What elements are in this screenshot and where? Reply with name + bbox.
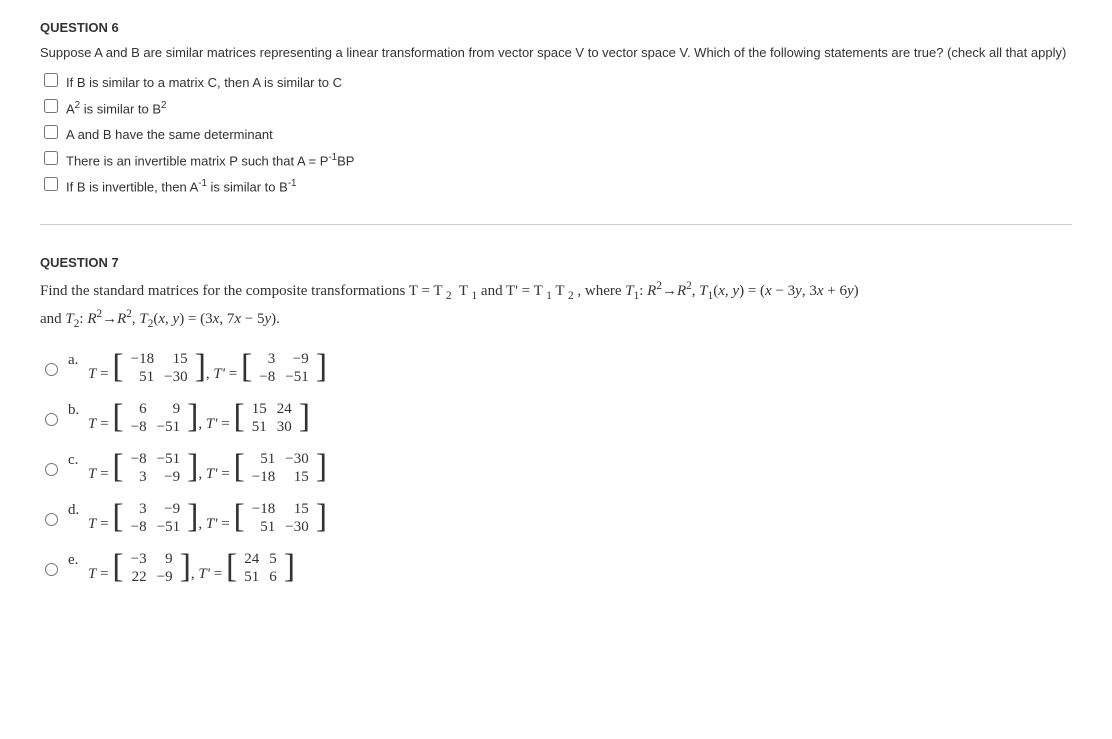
q7-option-body: T = [−8−513−9], T' = [51−30−1815] (88, 450, 327, 486)
q6-option-label: If B is similar to a matrix C, then A is… (66, 75, 342, 90)
q6-option: A and B have the same determinant (40, 122, 1072, 142)
q6-checkbox[interactable] (44, 73, 58, 87)
q6-option-label: A and B have the same determinant (66, 127, 273, 142)
q6-option-label: There is an invertible matrix P such tha… (66, 152, 354, 168)
q6-option: A2 is similar to B2 (40, 96, 1072, 116)
q6-checkbox[interactable] (44, 151, 58, 165)
q7-option-body: T = [−181551−30], T' = [3−9−8−51] (88, 350, 327, 386)
question-7: QUESTION 7 Find the standard matrices fo… (40, 255, 1072, 586)
q7-option-letter: e. (68, 550, 88, 569)
q7-radio[interactable] (45, 463, 58, 476)
q7-option-letter: d. (68, 500, 88, 519)
q7-radio[interactable] (45, 363, 58, 376)
question-6: QUESTION 6 Suppose A and B are similar m… (40, 20, 1072, 194)
question-7-title: QUESTION 7 (40, 255, 1072, 270)
question-7-prompt-line2: and T2: R2→R2, T2(x, y) = (3x, 7x − 5y). (40, 308, 1072, 330)
q6-option-label: A2 is similar to B2 (66, 100, 166, 116)
question-6-prompt: Suppose A and B are similar matrices rep… (40, 45, 1072, 60)
q7-option-letter: c. (68, 450, 88, 469)
q7-option: e.T = [−3922−9], T' = [245516] (40, 550, 1072, 586)
question-7-prompt-line1: Find the standard matrices for the compo… (40, 280, 1072, 302)
q6-option: If B is invertible, then A-1 is similar … (40, 174, 1072, 194)
q7-option: a.T = [−181551−30], T' = [3−9−8−51] (40, 350, 1072, 386)
q7-option-letter: a. (68, 350, 88, 369)
q6-checkbox[interactable] (44, 177, 58, 191)
q7-option-body: T = [3−9−8−51], T' = [−181551−30] (88, 500, 327, 536)
q7-option-body: T = [69−8−51], T' = [15245130] (88, 400, 310, 436)
q7-option: d.T = [3−9−8−51], T' = [−181551−30] (40, 500, 1072, 536)
q6-option: If B is similar to a matrix C, then A is… (40, 70, 1072, 90)
q7-option-body: T = [−3922−9], T' = [245516] (88, 550, 295, 586)
q6-option: There is an invertible matrix P such tha… (40, 148, 1072, 168)
question-6-title: QUESTION 6 (40, 20, 1072, 35)
q6-checkbox[interactable] (44, 125, 58, 139)
q7-option: b.T = [69−8−51], T' = [15245130] (40, 400, 1072, 436)
q7-radio[interactable] (45, 513, 58, 526)
q7-option-letter: b. (68, 400, 88, 419)
q6-option-label: If B is invertible, then A-1 is similar … (66, 178, 296, 194)
q7-option: c.T = [−8−513−9], T' = [51−30−1815] (40, 450, 1072, 486)
q7-radio[interactable] (45, 563, 58, 576)
q6-checkbox[interactable] (44, 99, 58, 113)
section-divider (40, 224, 1072, 225)
q7-radio[interactable] (45, 413, 58, 426)
